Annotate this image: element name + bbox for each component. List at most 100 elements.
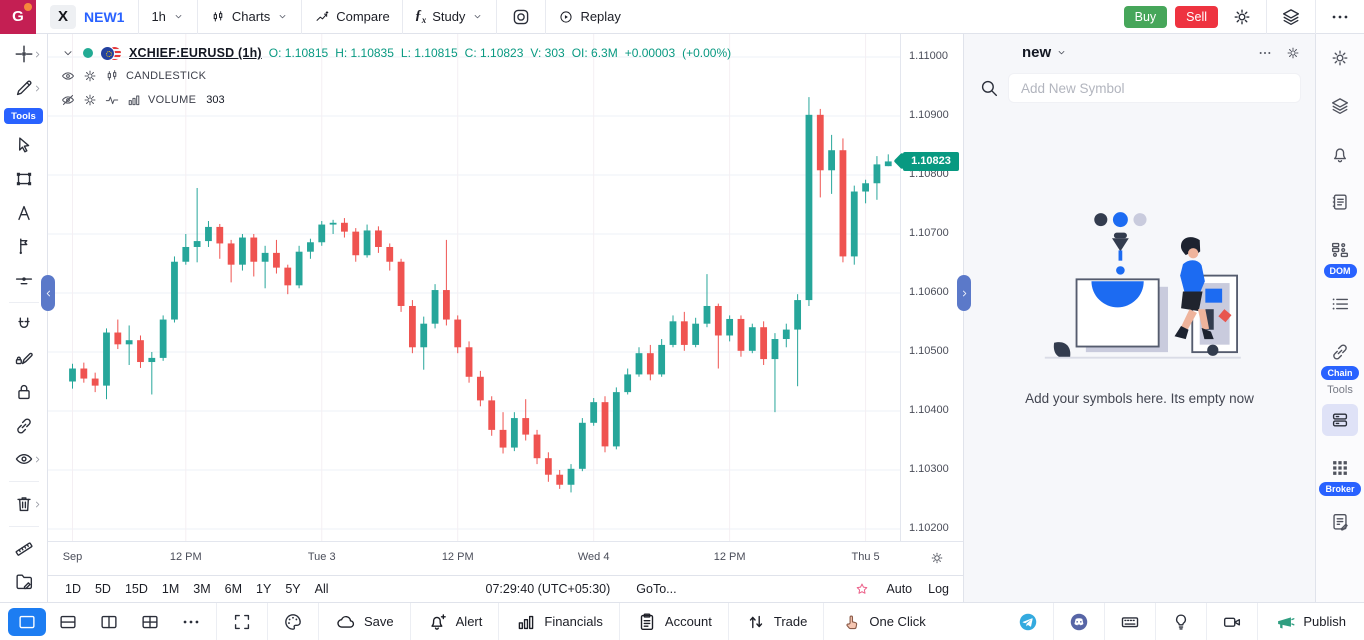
layout-single-button[interactable] bbox=[8, 607, 46, 636]
candle[interactable] bbox=[510, 418, 518, 448]
favorite-star-icon[interactable] bbox=[854, 581, 870, 597]
sell-button[interactable]: Sell bbox=[1175, 5, 1218, 28]
video-button[interactable] bbox=[1213, 603, 1251, 640]
candle[interactable] bbox=[544, 458, 552, 475]
theme-brightness-button[interactable] bbox=[929, 550, 945, 566]
candle[interactable] bbox=[488, 400, 496, 430]
magnet-mode-button[interactable] bbox=[7, 311, 41, 339]
broker-logo[interactable]: G bbox=[0, 0, 36, 34]
candle[interactable] bbox=[692, 323, 700, 345]
range-button-6m[interactable]: 6M bbox=[224, 582, 243, 596]
trade-panel-button[interactable] bbox=[1322, 404, 1358, 436]
shortcuts-button[interactable] bbox=[1111, 603, 1149, 640]
layout-quad-button[interactable] bbox=[131, 608, 169, 636]
discord-button[interactable] bbox=[1060, 603, 1098, 640]
candle[interactable] bbox=[873, 164, 881, 184]
candle[interactable] bbox=[375, 230, 382, 247]
sync-drawings-button[interactable] bbox=[7, 412, 41, 440]
trade-button[interactable]: Trade bbox=[735, 603, 817, 640]
chart-settings-button[interactable] bbox=[1218, 0, 1266, 34]
candle[interactable] bbox=[522, 418, 530, 435]
candle[interactable] bbox=[465, 347, 473, 377]
candle[interactable] bbox=[828, 150, 836, 171]
candle[interactable] bbox=[386, 246, 394, 262]
candle[interactable] bbox=[363, 230, 371, 256]
buy-button[interactable]: Buy bbox=[1123, 5, 1168, 28]
candle[interactable] bbox=[646, 353, 654, 375]
candle[interactable] bbox=[182, 246, 190, 262]
chain-button[interactable] bbox=[1322, 336, 1358, 368]
candle[interactable] bbox=[805, 114, 813, 301]
candle[interactable] bbox=[635, 353, 643, 375]
details-list-button[interactable] bbox=[1322, 288, 1358, 320]
shapes-tool[interactable] bbox=[7, 165, 41, 193]
candle[interactable] bbox=[397, 261, 405, 306]
cursor-tool[interactable] bbox=[7, 131, 41, 159]
financials-button[interactable]: Financials bbox=[505, 603, 613, 640]
layout-horizontal-split-button[interactable] bbox=[49, 608, 87, 636]
price-axis[interactable]: 1.11000 1.10900 1.10800 1.10700 1.10600 1.105… bbox=[900, 34, 963, 541]
range-button-all[interactable]: All bbox=[314, 582, 329, 596]
layout-name[interactable]: NEW1 bbox=[84, 8, 125, 25]
candle[interactable] bbox=[341, 222, 348, 232]
remove-drawings-button[interactable] bbox=[7, 490, 41, 518]
range-button-5d[interactable]: 5D bbox=[94, 582, 111, 596]
ellipsis-icon[interactable] bbox=[1257, 45, 1273, 61]
candle[interactable] bbox=[103, 332, 110, 386]
candle[interactable] bbox=[782, 329, 790, 340]
watchlist-selector[interactable]: new bbox=[1022, 44, 1068, 61]
gear-icon[interactable] bbox=[82, 68, 98, 84]
text-tool[interactable] bbox=[7, 199, 41, 227]
candle[interactable] bbox=[794, 300, 802, 330]
candle[interactable] bbox=[409, 305, 416, 348]
candle[interactable] bbox=[816, 114, 824, 171]
settings-button[interactable] bbox=[1322, 42, 1358, 74]
publish-button[interactable]: Publish bbox=[1264, 603, 1356, 640]
more-layouts-button[interactable] bbox=[172, 603, 210, 640]
range-button-3m[interactable]: 3M bbox=[193, 582, 211, 596]
candle[interactable] bbox=[612, 392, 620, 447]
range-button-15d[interactable]: 15D bbox=[124, 582, 148, 596]
candle[interactable] bbox=[567, 468, 575, 485]
candle[interactable] bbox=[227, 243, 235, 265]
platform-logo[interactable]: X bbox=[50, 4, 76, 29]
candle[interactable] bbox=[556, 474, 564, 485]
horizontal-line-tool[interactable] bbox=[7, 266, 41, 294]
candle[interactable] bbox=[125, 340, 133, 345]
range-button-1m[interactable]: 1M bbox=[161, 582, 180, 596]
candle[interactable] bbox=[726, 318, 734, 336]
range-button-1y[interactable]: 1Y bbox=[256, 582, 272, 596]
fullscreen-button[interactable] bbox=[223, 603, 261, 640]
candle[interactable] bbox=[250, 237, 258, 262]
candle[interactable] bbox=[273, 252, 280, 268]
clock[interactable]: 07:29:40 (UTC+05:30) bbox=[485, 582, 611, 596]
candle[interactable] bbox=[703, 305, 711, 324]
candle[interactable] bbox=[771, 339, 779, 360]
alerts-button[interactable] bbox=[1322, 138, 1358, 170]
candle[interactable] bbox=[533, 434, 541, 459]
candle[interactable] bbox=[454, 319, 462, 348]
candle[interactable] bbox=[476, 376, 484, 401]
goto-button[interactable]: GoTo... bbox=[636, 582, 677, 596]
range-button-1d[interactable]: 1D bbox=[65, 582, 81, 596]
more-menu-button[interactable] bbox=[1316, 0, 1364, 34]
candle[interactable] bbox=[261, 252, 269, 262]
one-click-trading-button[interactable]: One Click bbox=[830, 603, 935, 640]
telegram-button[interactable] bbox=[1009, 603, 1047, 640]
legend-collapse-icon[interactable] bbox=[60, 45, 76, 61]
candle[interactable] bbox=[318, 224, 326, 243]
candle[interactable] bbox=[624, 374, 632, 393]
candle[interactable] bbox=[839, 150, 847, 257]
save-button[interactable]: Save bbox=[325, 603, 404, 640]
object-tree-button[interactable] bbox=[7, 568, 41, 596]
collapse-left-toolbar-handle[interactable] bbox=[41, 275, 55, 311]
collapse-watchlist-handle[interactable] bbox=[957, 275, 971, 311]
study-menu[interactable]: ƒx Study bbox=[403, 0, 497, 34]
ideas-button[interactable] bbox=[1162, 603, 1200, 640]
candle[interactable] bbox=[420, 323, 428, 348]
candle[interactable] bbox=[307, 242, 314, 252]
lock-drawings-button[interactable] bbox=[7, 378, 41, 406]
candle[interactable] bbox=[578, 422, 586, 469]
candle[interactable] bbox=[737, 318, 745, 351]
gear-icon[interactable] bbox=[1285, 45, 1301, 61]
